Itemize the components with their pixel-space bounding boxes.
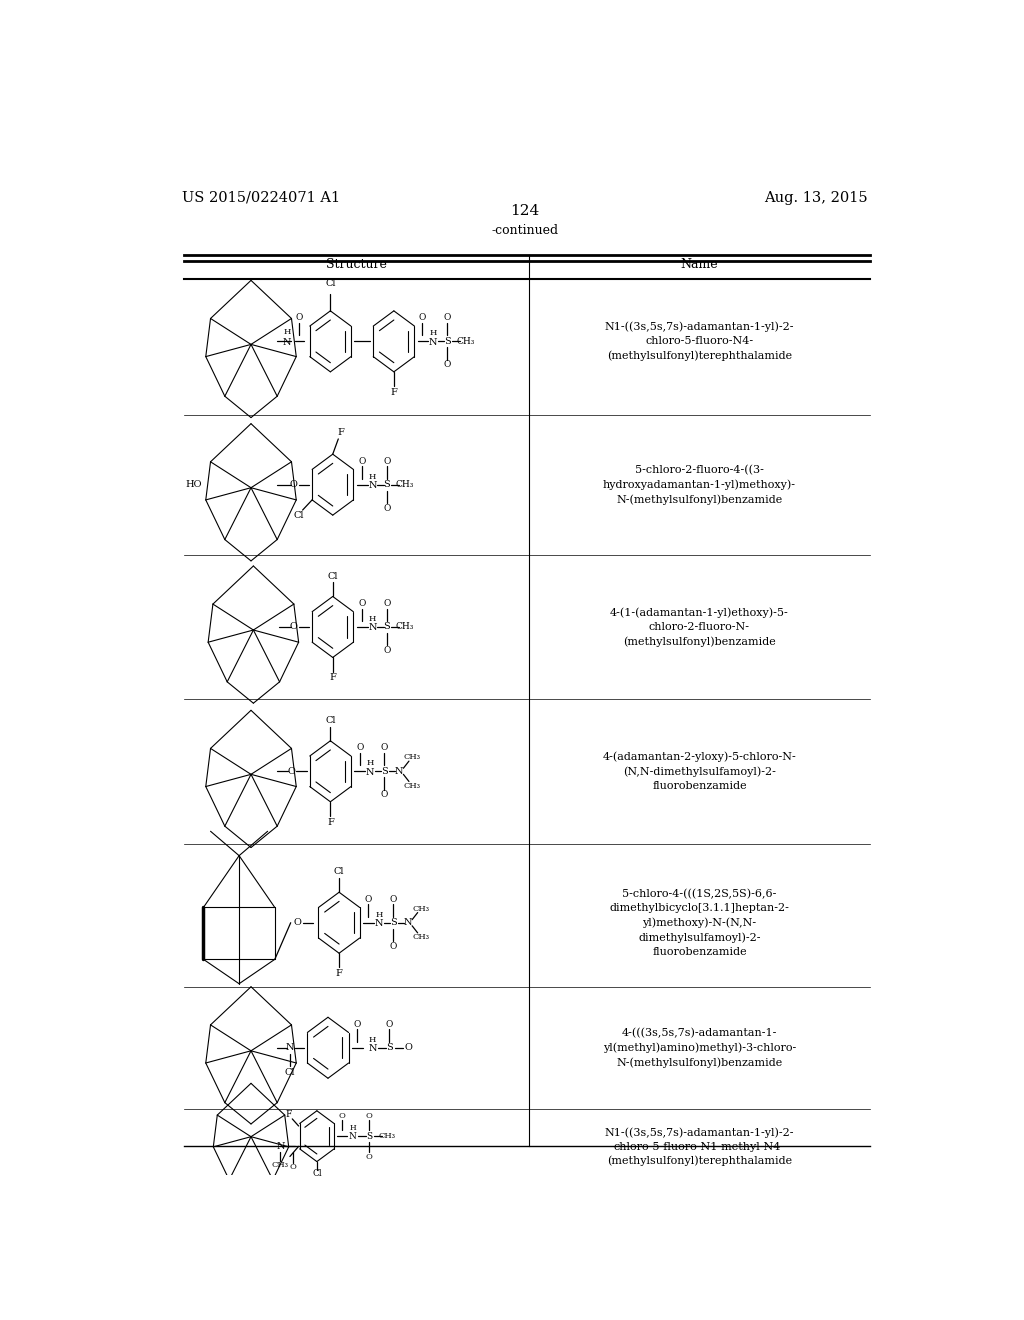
Text: O: O [290,1163,297,1171]
Text: F: F [330,673,336,682]
Text: 4-(1-(adamantan-1-yl)ethoxy)-5-
chloro-2-fluoro-N-
(methylsulfonyl)benzamide: 4-(1-(adamantan-1-yl)ethoxy)-5- chloro-2… [610,607,788,647]
Text: Structure: Structure [326,257,387,271]
Text: H: H [369,473,376,480]
Text: F: F [337,428,344,437]
Text: O: O [404,1043,412,1052]
Text: Aug. 13, 2015: Aug. 13, 2015 [764,191,867,205]
Text: N: N [369,482,377,490]
Text: Name: Name [681,257,718,271]
Text: CH₃: CH₃ [271,1160,289,1168]
Text: F: F [327,817,334,826]
Text: O: O [353,1020,361,1028]
Text: CH₃: CH₃ [378,1133,395,1140]
Text: O: O [366,1111,373,1119]
Text: O: O [383,457,390,466]
Text: 5-chloro-2-fluoro-4-((3-
hydroxyadamantan-1-yl)methoxy)-
N-(methylsulfonyl)benza: 5-chloro-2-fluoro-4-((3- hydroxyadamanta… [603,465,796,504]
Text: CH₃: CH₃ [396,623,414,631]
Text: N: N [366,768,375,776]
Text: N: N [276,1142,285,1151]
Text: Cl: Cl [334,867,344,876]
Text: Cl: Cl [285,1068,295,1077]
Text: -continued: -continued [492,224,558,238]
Text: O: O [290,623,298,631]
Text: US 2015/0224071 A1: US 2015/0224071 A1 [182,191,340,205]
Text: O: O [443,313,451,322]
Text: S: S [383,480,390,490]
Text: N: N [428,338,437,347]
Text: O: O [419,313,426,322]
Text: 4-(((3s,5s,7s)-adamantan-1-
yl(methyl)amino)methyl)-3-chloro-
N-(methylsulfonyl): 4-(((3s,5s,7s)-adamantan-1- yl(methyl)am… [603,1028,796,1068]
Text: Cl: Cl [293,511,304,520]
Text: N: N [375,919,383,928]
Text: O: O [383,645,390,655]
Text: S: S [390,919,396,927]
Text: N1-((3s,5s,7s)-adamantan-1-yl)-2-
chloro-5-fluoro-N1-methyl-N4-
(methylsulfonyl): N1-((3s,5s,7s)-adamantan-1-yl)-2- chloro… [604,1127,795,1167]
Text: CH₃: CH₃ [403,781,421,789]
Text: N: N [394,767,402,776]
Text: N: N [348,1131,356,1140]
Text: O: O [358,599,366,609]
Text: H: H [283,329,291,337]
Text: 124: 124 [510,205,540,218]
Text: Cl: Cl [325,279,336,288]
Text: H: H [367,759,374,767]
Text: CH₃: CH₃ [413,904,429,912]
Text: O: O [389,895,396,904]
Text: S: S [381,767,388,776]
Text: N: N [369,623,377,632]
Text: N: N [369,1044,377,1053]
Text: O: O [358,457,366,466]
Text: 4-(adamantan-2-yloxy)-5-chloro-N-
(N,N-dimethylsulfamoyl)-2-
fluorobenzamide: 4-(adamantan-2-yloxy)-5-chloro-N- (N,N-d… [602,751,797,791]
Text: Cl: Cl [325,715,336,725]
Text: F: F [390,388,397,397]
Text: H: H [349,1125,356,1133]
Text: O: O [339,1111,346,1119]
Text: H: H [369,1036,376,1044]
Text: H: H [369,615,376,623]
Text: 5-chloro-4-(((1S,2S,5S)-6,6-
dimethylbicyclo[3.1.1]heptan-2-
yl)methoxy)-N-(N,N-: 5-chloro-4-(((1S,2S,5S)-6,6- dimethylbic… [609,888,790,957]
Text: O: O [296,313,303,322]
Text: O: O [293,919,301,927]
Text: Cl: Cl [328,572,338,581]
Text: CH₃: CH₃ [403,752,421,762]
Text: O: O [381,743,388,752]
Text: S: S [367,1131,373,1140]
Text: CH₃: CH₃ [413,933,429,941]
Text: N1-((3s,5s,7s)-adamantan-1-yl)-2-
chloro-5-fluoro-N4-
(methylsulfonyl)terephthal: N1-((3s,5s,7s)-adamantan-1-yl)-2- chloro… [604,322,795,362]
Text: O: O [381,791,388,799]
Text: Cl: Cl [312,1170,322,1179]
Text: O: O [443,360,451,370]
Text: O: O [383,599,390,609]
Text: F: F [336,969,343,978]
Text: HO: HO [185,480,202,490]
Text: N: N [286,1043,294,1052]
Text: S: S [383,623,390,631]
Text: O: O [290,480,298,490]
Text: H: H [429,329,436,337]
Text: N: N [283,338,291,347]
Text: CH₃: CH₃ [396,480,414,490]
Text: CH₃: CH₃ [456,337,474,346]
Text: O: O [389,941,396,950]
Text: S: S [443,337,451,346]
Text: O: O [385,1020,393,1028]
Text: O: O [288,767,295,776]
Text: O: O [366,1152,373,1160]
Text: O: O [383,503,390,512]
Text: S: S [386,1043,392,1052]
Text: H: H [375,911,383,919]
Text: N: N [403,919,412,927]
Text: F: F [286,1110,292,1119]
Text: O: O [365,895,372,904]
Text: O: O [356,743,364,752]
